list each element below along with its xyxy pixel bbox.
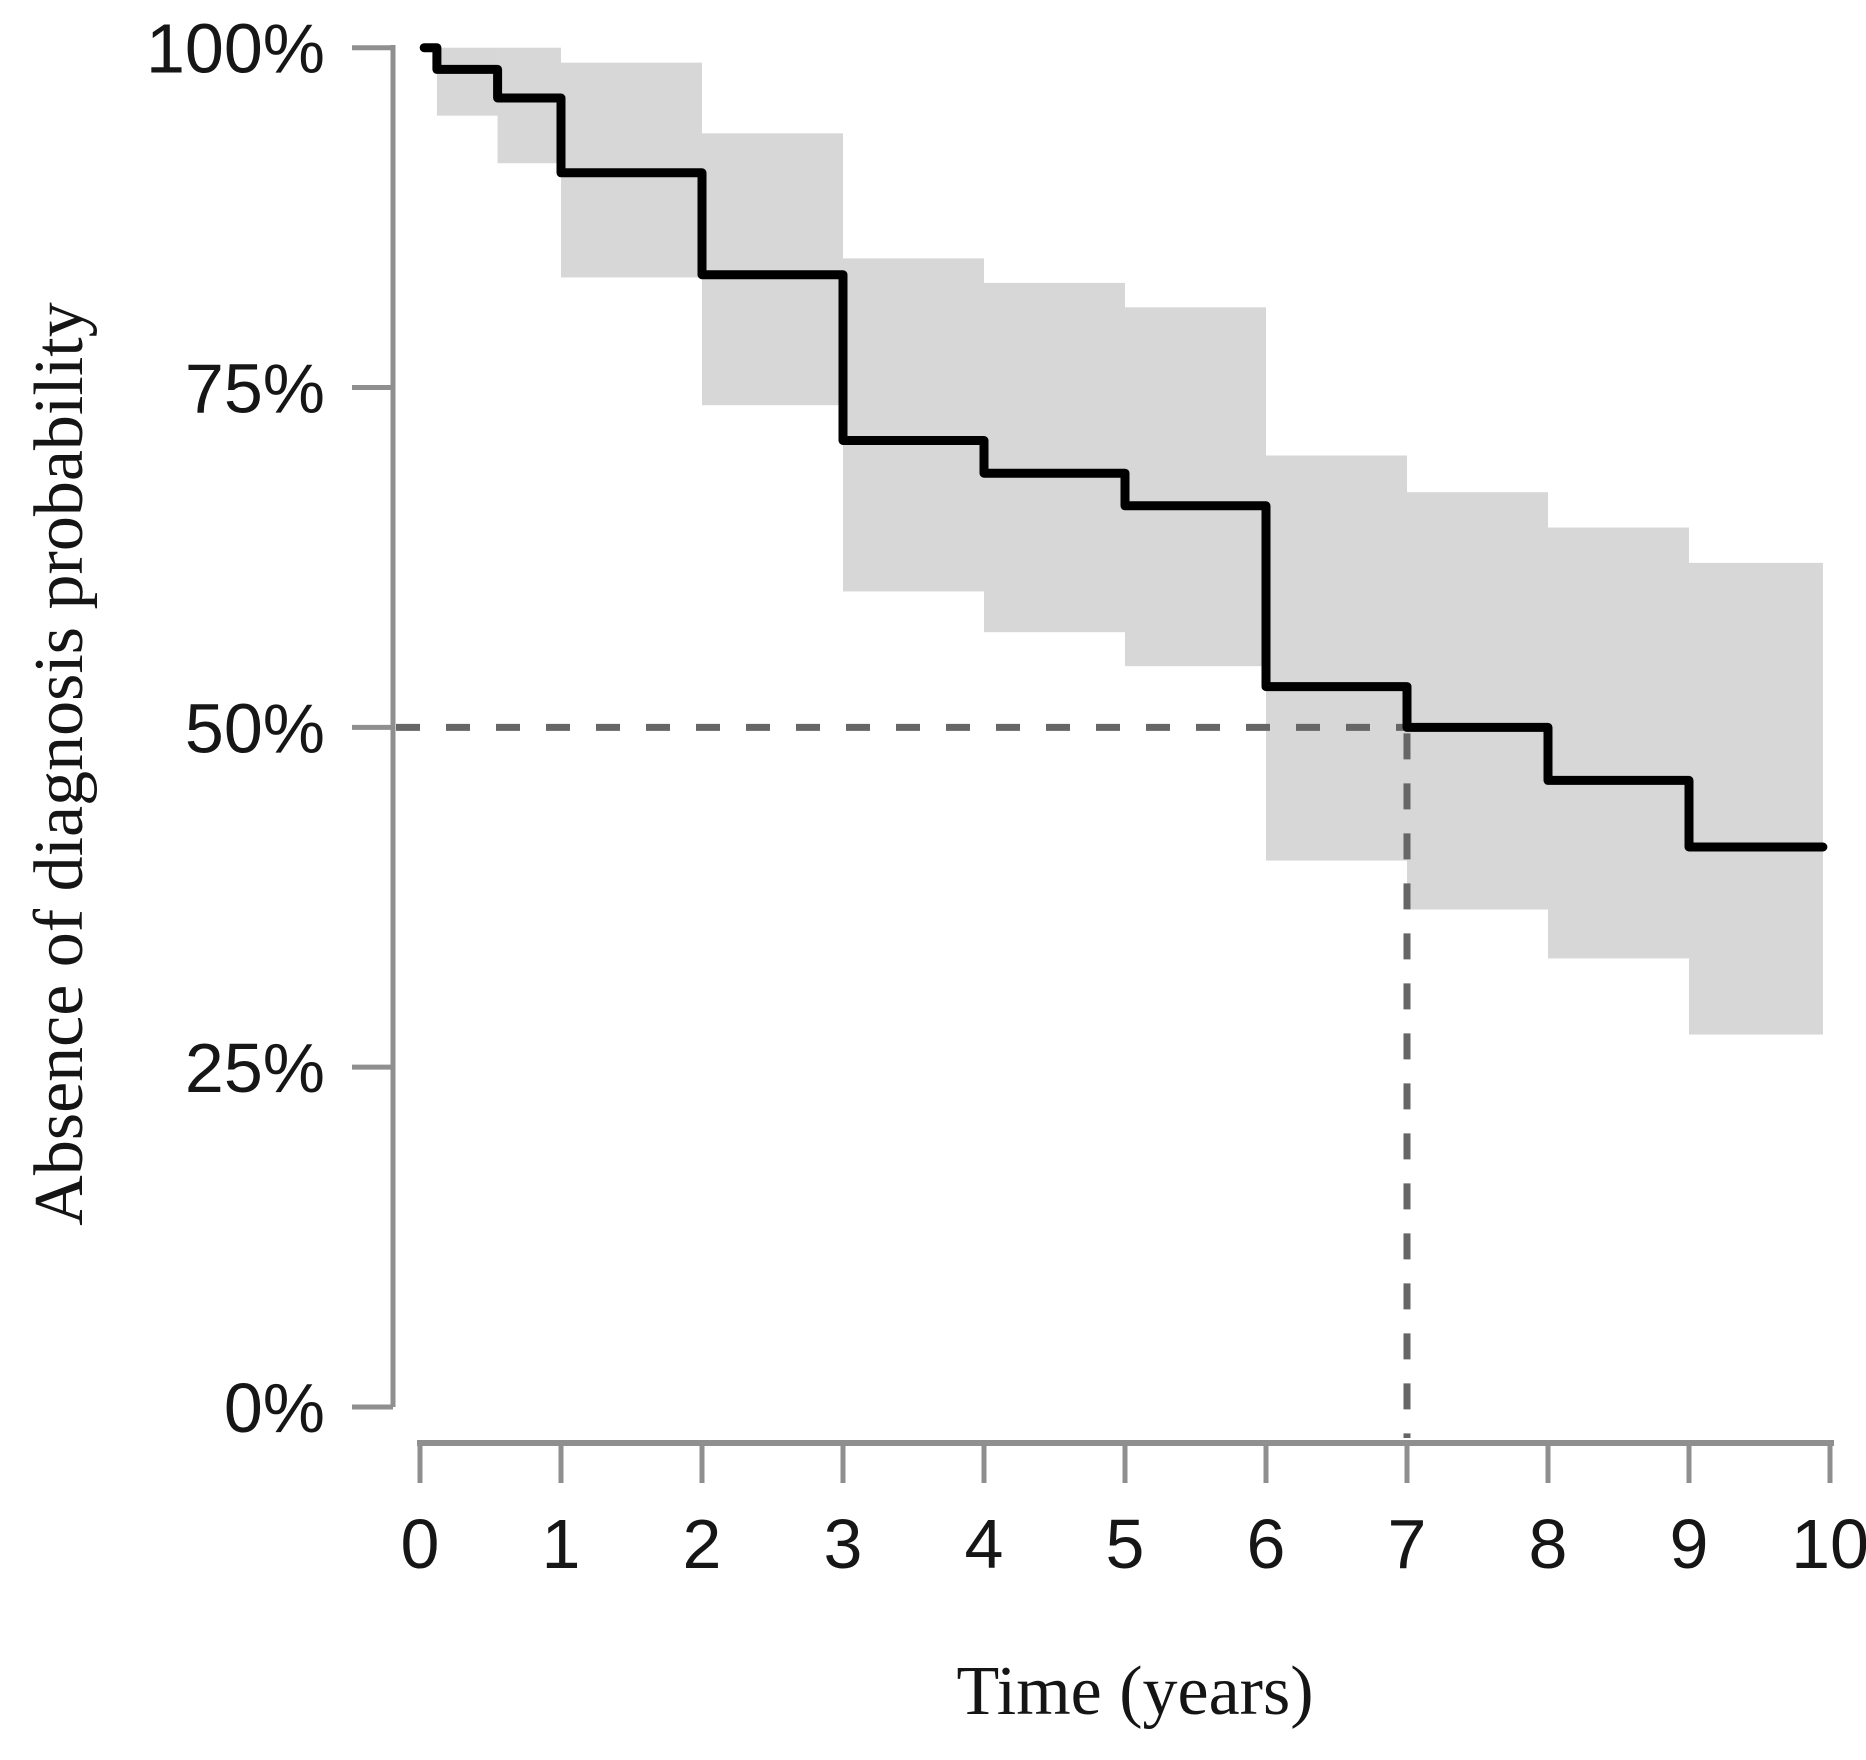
x-axis-tick-label: 3 [824, 1505, 863, 1583]
x-axis-tick-label: 1 [542, 1505, 581, 1583]
y-axis-tick-label: 0% [224, 1369, 325, 1447]
km-survival-curve [419, 43, 1828, 852]
confidence-band-segment [1125, 307, 1266, 667]
y-axis-tick-label: 50% [185, 689, 325, 767]
x-axis-tick-label: 5 [1106, 1505, 1145, 1583]
y-axis-tick-label: 100% [146, 10, 325, 88]
confidence-band-segment [1266, 455, 1407, 861]
confidence-band-segment [1407, 492, 1548, 910]
y-axis-tick-label: 75% [185, 350, 325, 428]
x-axis-tick-label: 2 [683, 1505, 722, 1583]
x-axis-tick-label: 9 [1670, 1505, 1709, 1583]
confidence-band-segment [436, 47, 498, 116]
x-axis-tick-label: 4 [965, 1505, 1004, 1583]
confidence-band-segment [702, 133, 843, 406]
x-axis-tick-label: 0 [401, 1505, 440, 1583]
confidence-band-segment [984, 282, 1125, 633]
confidence-band-segment [843, 258, 984, 592]
y-axis-title: Absence of diagnosis probability [21, 302, 98, 1226]
confidence-band-segment [1689, 562, 1823, 1035]
confidence-band-segment [497, 47, 561, 164]
x-axis-tick-label: 10 [1791, 1505, 1866, 1583]
y-axis-tick-label: 25% [185, 1029, 325, 1107]
confidence-band-segment [1548, 527, 1689, 959]
x-axis-title: Time (years) [956, 1653, 1314, 1730]
x-axis-tick-label: 6 [1247, 1505, 1286, 1583]
x-axis-tick-label: 7 [1388, 1505, 1427, 1583]
x-axis-tick-label: 8 [1529, 1505, 1568, 1583]
